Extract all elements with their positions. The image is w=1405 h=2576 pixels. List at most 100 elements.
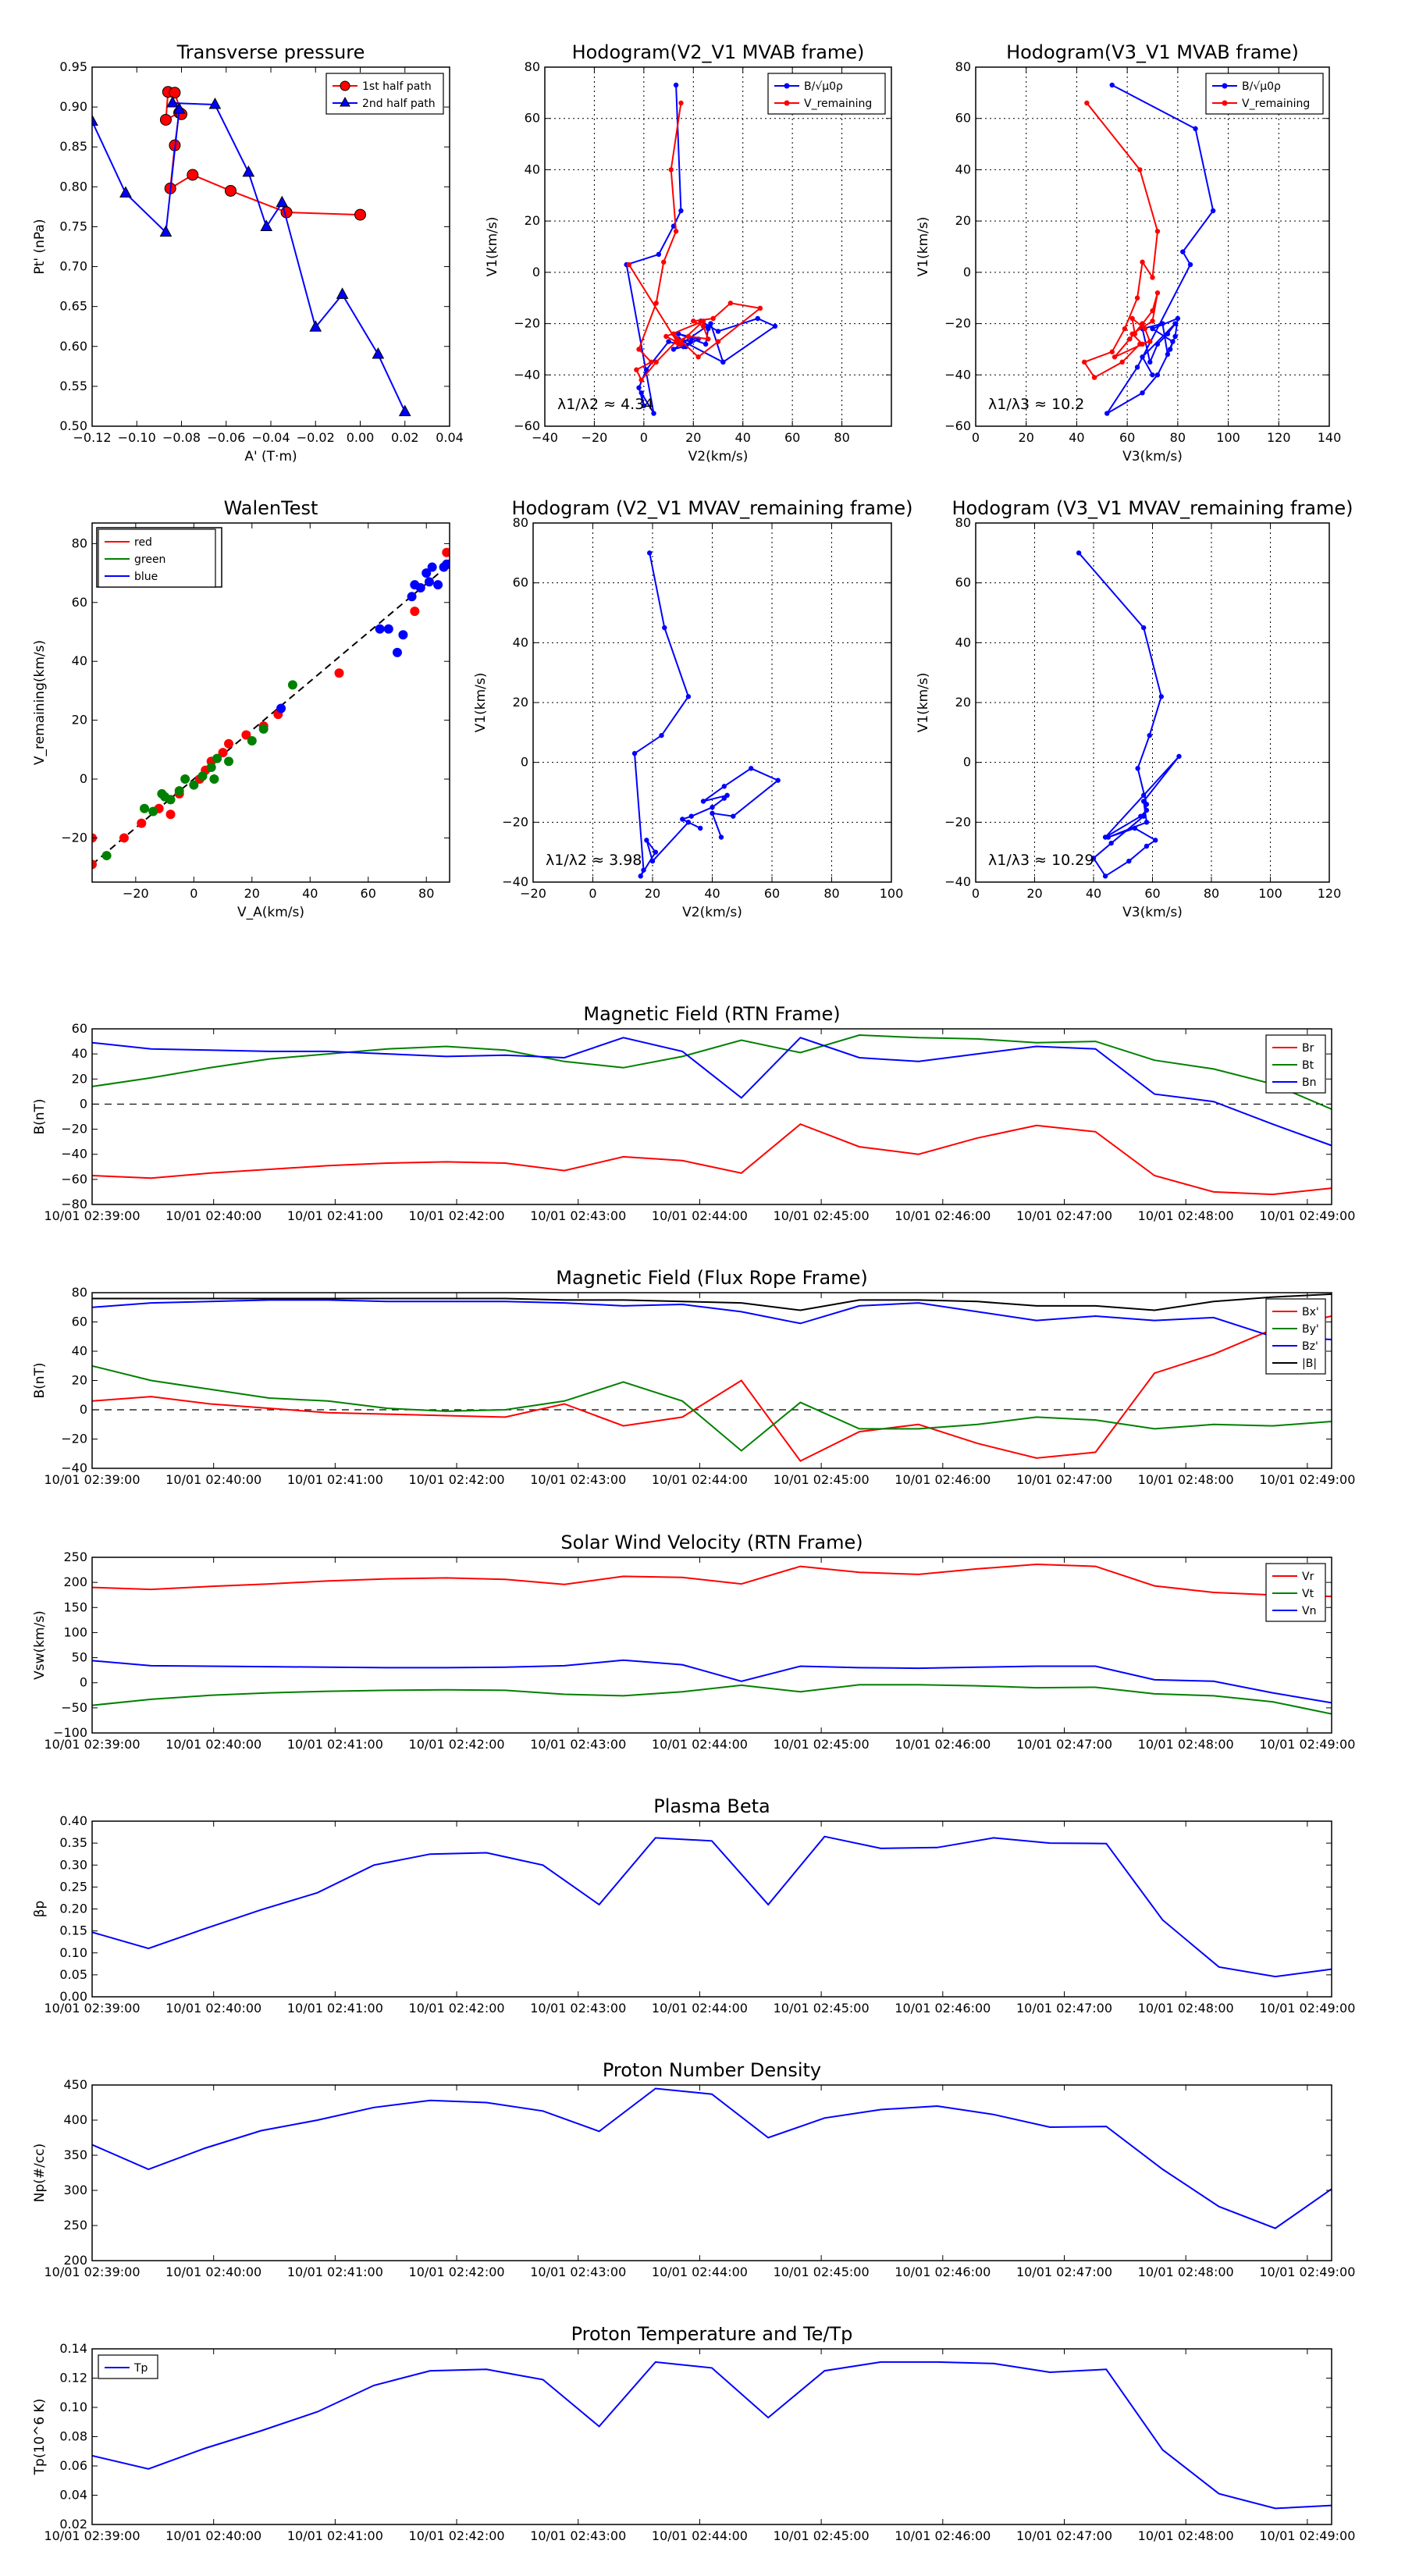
y-tick-label: 150 xyxy=(63,1599,87,1614)
data-point xyxy=(445,559,450,569)
x-tick-label: 10/01 02:42:00 xyxy=(409,2265,505,2279)
data-point xyxy=(775,777,781,783)
legend: B/√μ0ρ V_remaining xyxy=(767,73,886,115)
x-tick-label: 10/01 02:44:00 xyxy=(652,2528,748,2543)
legend: B/√μ0ρ V_remaining xyxy=(1205,73,1324,115)
data-point xyxy=(1154,341,1161,347)
data-point xyxy=(119,186,132,198)
data-point xyxy=(159,113,172,126)
x-tick-label: 120 xyxy=(1267,430,1291,445)
x-tick-label: 10/01 02:43:00 xyxy=(530,2265,626,2279)
y-tick-label: −80 xyxy=(61,1197,87,1212)
y-tick-label: −40 xyxy=(61,1147,87,1162)
data-point xyxy=(718,834,724,840)
y-tick-label: −40 xyxy=(514,367,540,382)
y-tick-label: 0.35 xyxy=(59,1835,87,1850)
y-tick-label: 40 xyxy=(955,635,971,649)
y-tick-label: 60 xyxy=(525,111,540,126)
data-point xyxy=(1140,390,1145,396)
data-point xyxy=(649,858,656,864)
chart-title: Transverse pressure xyxy=(176,41,365,63)
x-tick-label: 10/01 02:43:00 xyxy=(530,1208,626,1223)
legend-label: V_remaining xyxy=(804,98,872,110)
data-point xyxy=(208,97,222,109)
y-tick-label: 0.95 xyxy=(59,59,87,74)
axes-frame xyxy=(975,66,1330,427)
data-point xyxy=(1150,275,1155,280)
x-tick-label: 10/01 02:48:00 xyxy=(1138,1737,1234,1752)
data-point xyxy=(1180,249,1186,254)
y-tick-label: 0.00 xyxy=(59,1989,87,2004)
y-tick-label: −40 xyxy=(944,367,971,382)
data-point xyxy=(644,838,649,843)
data-point xyxy=(392,647,402,657)
y-tick-label: −40 xyxy=(502,874,528,889)
data-point xyxy=(1140,624,1147,631)
plasma-beta-chart: 10/01 02:39:00 10/01 02:40:00 10/01 02:41:… xyxy=(32,1795,1355,2016)
x-tick-label: 10/01 02:46:00 xyxy=(895,2528,991,2543)
data-point xyxy=(224,738,234,749)
plot-area xyxy=(1076,550,1182,879)
x-tick-label: 10/01 02:44:00 xyxy=(652,2001,748,2016)
x-tick-label: 10/01 02:41:00 xyxy=(287,1737,383,1752)
y-tick-label: 0.12 xyxy=(59,2371,87,2386)
x-tick-label: −0.12 xyxy=(73,430,111,445)
x-tick-label: 10/01 02:46:00 xyxy=(895,1472,991,1487)
x-tick-label: 0 xyxy=(972,886,980,901)
series-line-0 xyxy=(1078,552,1180,877)
x-axis-label: V2(km/s) xyxy=(682,905,742,920)
y-tick-label: 200 xyxy=(63,1574,87,1589)
data-point xyxy=(1150,326,1155,332)
x-tick-label: 10/01 02:39:00 xyxy=(44,1737,140,1752)
y-tick-label: 0.60 xyxy=(59,339,87,354)
x-tick-label: 10/01 02:47:00 xyxy=(1016,2001,1112,2016)
series-line-0 xyxy=(92,1123,1332,1196)
y-tick-label: −40 xyxy=(61,1461,87,1475)
plot-area xyxy=(92,1835,1332,1978)
eigenvalue-ratio-label: λ1/λ3 ≈ 10.29 xyxy=(988,852,1094,869)
axes-frame xyxy=(91,2084,1332,2261)
series-line-0 xyxy=(633,553,780,877)
data-point xyxy=(634,367,639,372)
series-line-2 xyxy=(92,1037,1332,1147)
data-point xyxy=(442,547,450,557)
fit-line xyxy=(92,564,450,866)
data-point xyxy=(698,825,703,831)
data-point xyxy=(1102,834,1108,840)
data-point xyxy=(260,219,273,231)
x-tick-label: 100 xyxy=(1258,886,1282,901)
series-line-0 xyxy=(92,1835,1332,1978)
y-tick-label: 250 xyxy=(63,2218,87,2233)
data-point xyxy=(659,732,664,738)
y-tick-label: 60 xyxy=(955,575,971,590)
data-point xyxy=(180,774,190,785)
y-tick-label: 300 xyxy=(63,2183,87,2197)
x-tick-label: 0 xyxy=(589,886,596,901)
data-point xyxy=(661,259,667,265)
x-axis-label: A' (T·m) xyxy=(244,449,297,464)
data-point xyxy=(638,873,643,879)
legend-box xyxy=(767,73,886,115)
legend: Tp xyxy=(98,2354,158,2379)
y-axis-label: βp xyxy=(32,1901,48,1918)
data-point xyxy=(749,766,754,771)
magnetic-field-flux-rope-chart: 10/01 02:39:00 10/01 02:40:00 10/01 02:41:… xyxy=(32,1267,1355,1487)
y-tick-label: 0.90 xyxy=(59,99,87,114)
legend-label: Tp xyxy=(133,2362,148,2375)
data-point xyxy=(643,367,649,372)
axes-frame xyxy=(91,66,450,427)
x-tick-label: 40 xyxy=(704,886,720,901)
data-point xyxy=(662,624,667,631)
data-point xyxy=(636,385,642,390)
x-tick-label: 10/01 02:40:00 xyxy=(165,1208,261,1223)
x-tick-label: 60 xyxy=(784,430,800,445)
axes-frame xyxy=(91,1028,1332,1205)
hodogram-v2v1-mvab-chart: −40 −20 0 20 40 60 80−60−40−20020406080Hodogra… xyxy=(485,41,892,464)
data-point xyxy=(688,339,694,344)
data-point xyxy=(1091,375,1097,380)
data-point xyxy=(1154,229,1161,234)
x-tick-label: 10/01 02:40:00 xyxy=(165,1472,261,1487)
y-tick-label: 40 xyxy=(955,162,971,176)
data-point xyxy=(1172,333,1178,340)
data-point xyxy=(1150,308,1155,314)
